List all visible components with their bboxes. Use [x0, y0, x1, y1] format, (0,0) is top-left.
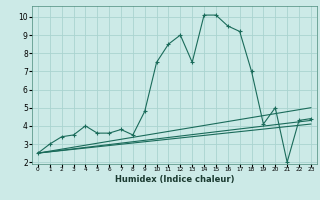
- X-axis label: Humidex (Indice chaleur): Humidex (Indice chaleur): [115, 175, 234, 184]
